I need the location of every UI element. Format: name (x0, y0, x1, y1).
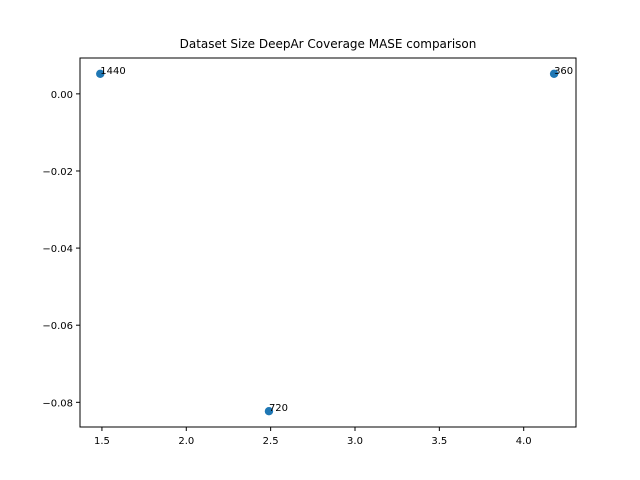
x-tick-label: 3.5 (431, 436, 447, 447)
x-tick-label: 2.0 (178, 436, 194, 447)
y-tick-label: −0.08 (42, 398, 73, 409)
point-label: 360 (554, 66, 573, 77)
plot-area: 1.5 2.0 2.5 3.0 3.5 4.0 0.00 −0.02 −0.04 −0.06 −0.… (42, 66, 573, 447)
x-tick-label: 3.0 (347, 436, 363, 447)
y-tick-label: −0.02 (42, 167, 73, 178)
y-tick-label: −0.04 (42, 244, 73, 255)
scatter-point (96, 69, 105, 79)
y-tick-label: −0.06 (42, 321, 73, 332)
point-label: 1440 (100, 66, 125, 77)
x-tick-label: 4.0 (516, 436, 532, 447)
scatter-point (264, 406, 274, 416)
point-label: 720 (269, 403, 288, 414)
x-tick-label: 2.5 (263, 436, 279, 447)
scatter-point (549, 69, 559, 79)
x-tick-label: 1.5 (94, 436, 110, 447)
y-tick-label: 0.00 (51, 90, 73, 101)
axes-frame (79, 57, 577, 428)
chart-title: Dataset Size DeepAr Coverage MASE compar… (180, 37, 477, 51)
